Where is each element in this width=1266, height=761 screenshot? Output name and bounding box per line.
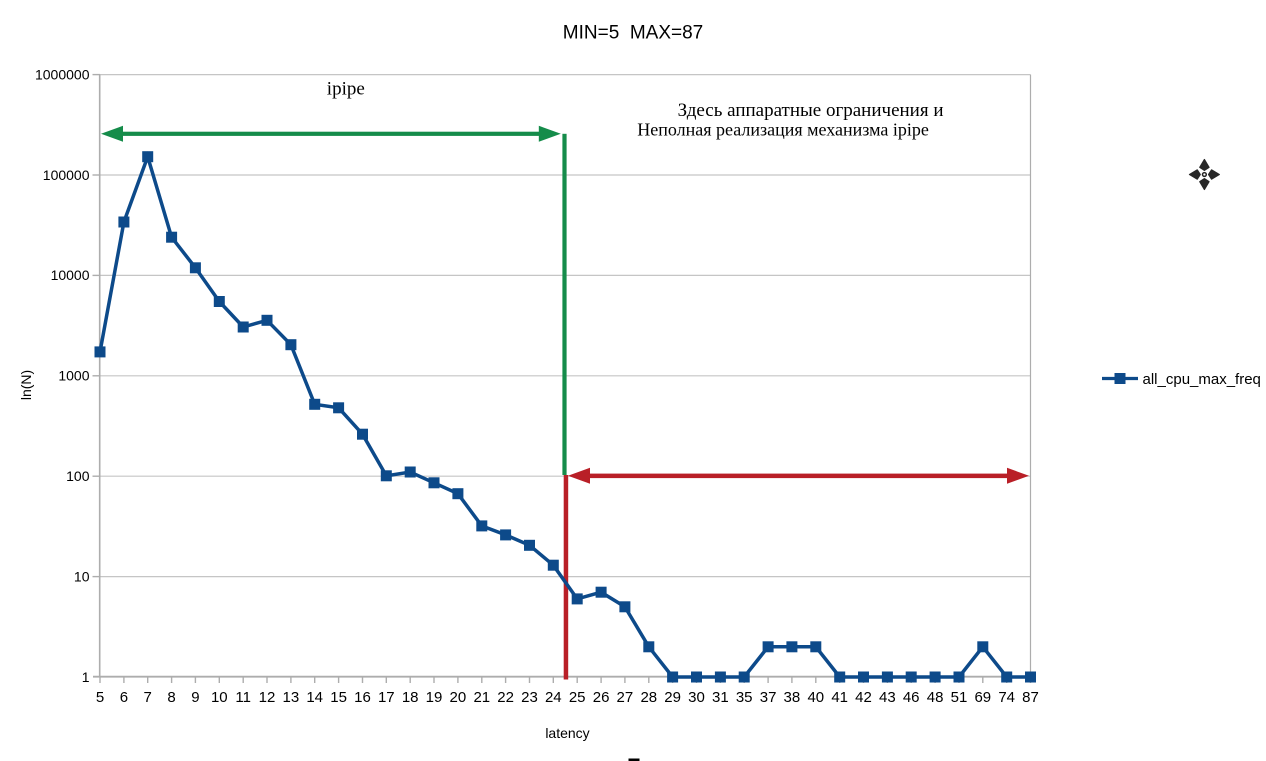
svg-text:10: 10 <box>74 568 90 584</box>
svg-text:20: 20 <box>450 689 467 706</box>
svg-text:69: 69 <box>974 689 991 706</box>
svg-text:41: 41 <box>831 689 848 706</box>
svg-text:Неполная реализация механизма: Неполная реализация механизма ipipe <box>637 120 929 140</box>
svg-text:40: 40 <box>807 689 824 706</box>
svg-text:37: 37 <box>760 689 777 706</box>
svg-text:9: 9 <box>191 689 199 706</box>
svg-text:8: 8 <box>167 689 175 706</box>
svg-text:30: 30 <box>688 689 705 706</box>
svg-text:10: 10 <box>211 689 228 706</box>
svg-text:42: 42 <box>855 689 872 706</box>
svg-text:87: 87 <box>1022 689 1039 706</box>
svg-text:19: 19 <box>426 689 443 706</box>
svg-text:ipipe: ipipe <box>327 79 365 100</box>
svg-text:23: 23 <box>521 689 538 706</box>
svg-text:7: 7 <box>144 689 152 706</box>
svg-text:13: 13 <box>283 689 300 706</box>
svg-text:1: 1 <box>82 669 90 685</box>
svg-text:6: 6 <box>120 689 128 706</box>
svg-text:22: 22 <box>497 689 514 706</box>
svg-text:latency: latency <box>545 725 589 741</box>
svg-text:35: 35 <box>736 689 753 706</box>
svg-text:28: 28 <box>640 689 657 706</box>
svg-text:29: 29 <box>664 689 681 706</box>
svg-text:74: 74 <box>998 689 1015 706</box>
svg-text:24: 24 <box>545 689 562 706</box>
svg-text:17: 17 <box>378 689 395 706</box>
svg-text:10000: 10000 <box>51 267 90 283</box>
svg-text:11: 11 <box>235 689 251 706</box>
svg-text:38: 38 <box>784 689 801 706</box>
svg-text:51: 51 <box>951 689 968 706</box>
svg-text:18: 18 <box>402 689 419 706</box>
svg-text:46: 46 <box>903 689 920 706</box>
svg-text:31: 31 <box>712 689 729 706</box>
svg-text:43: 43 <box>879 689 896 706</box>
svg-text:48: 48 <box>927 689 944 706</box>
svg-text:16: 16 <box>354 689 371 706</box>
svg-text:1000000: 1000000 <box>35 66 90 82</box>
svg-text:15: 15 <box>330 689 347 706</box>
svg-text:100000: 100000 <box>43 167 90 183</box>
svg-text:26: 26 <box>593 689 610 706</box>
svg-text:27: 27 <box>617 689 634 706</box>
svg-text:MIN=5 MAX=87: MIN=5 MAX=87 <box>563 23 703 44</box>
svg-text:14: 14 <box>306 689 323 706</box>
svg-text:100: 100 <box>66 468 90 484</box>
svg-text:21: 21 <box>473 689 490 706</box>
svg-text:25: 25 <box>569 689 586 706</box>
svg-text:ln(N): ln(N) <box>18 370 34 400</box>
svg-text:1000: 1000 <box>58 368 89 384</box>
svg-text:all_cpu_max_freq: all_cpu_max_freq <box>1143 371 1261 388</box>
svg-text:12: 12 <box>259 689 276 706</box>
svg-text:5: 5 <box>96 689 104 706</box>
svg-text:Здесь аппаратные ограничения и: Здесь аппаратные ограничения и <box>678 100 944 121</box>
